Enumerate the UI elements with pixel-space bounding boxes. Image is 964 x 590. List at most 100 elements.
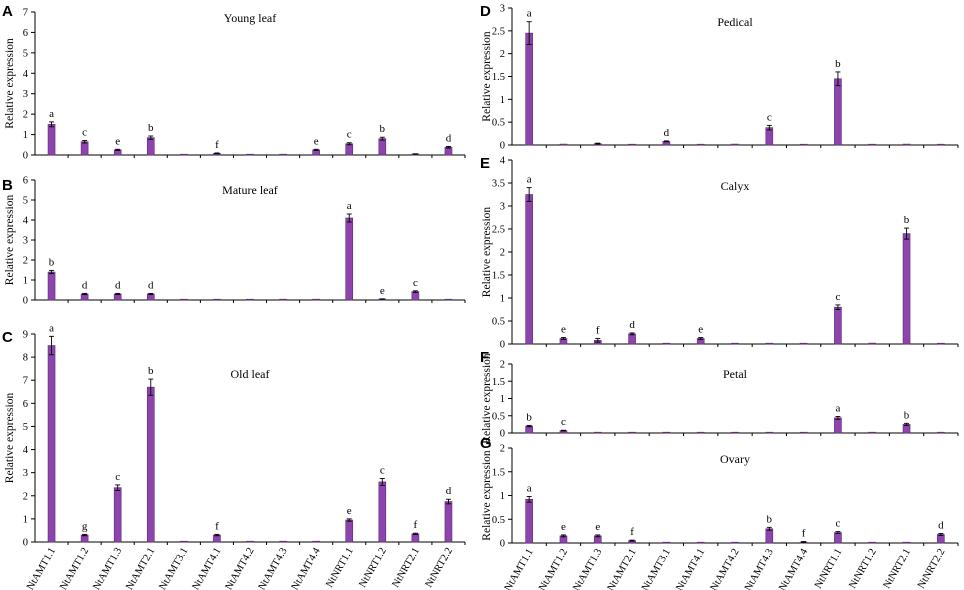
bar-ntamt4-3: [765, 528, 774, 544]
bar-ntamt4-2: [731, 541, 739, 544]
y-tick-label: 3.5: [492, 179, 505, 190]
significance-label: c: [835, 518, 840, 530]
y-tick-label: 2: [500, 360, 505, 371]
bar-ntnrt2-1: [411, 533, 420, 543]
bar-ntamt4-2: [731, 342, 739, 345]
bar-ntamt3-1: [662, 541, 671, 544]
panel-letter-c: C: [2, 329, 13, 346]
error-bar: [412, 532, 418, 536]
bar-ntamt2-1: [146, 137, 155, 156]
significance-label: a: [835, 402, 840, 414]
y-tick-label: 4: [500, 156, 506, 167]
panel-letter-d: D: [480, 3, 491, 20]
significance-label: c: [767, 111, 772, 123]
bar-ntamt3-1: [662, 431, 671, 434]
bar-ntnrt2-2: [444, 298, 453, 301]
significance-label: d: [115, 279, 121, 291]
panel-title: Ovary: [720, 452, 750, 466]
panel-title: Young leaf: [224, 11, 276, 25]
panel-title: Petal: [723, 367, 748, 381]
significance-label: d: [938, 520, 944, 532]
y-tick-label: 5: [23, 48, 28, 59]
error-bar: [82, 533, 88, 537]
significance-label: b: [526, 411, 532, 423]
panel-letter-b: B: [2, 177, 13, 194]
error-bar: [766, 124, 772, 131]
panel-F: F 0 0.5 1 1.5 2 Relative expression Petal b c a b: [480, 349, 959, 444]
significance-label: f: [414, 519, 418, 531]
y-tick-label: 0: [23, 296, 28, 307]
error-bar: [412, 290, 418, 293]
bar-ntnrt1-2: [868, 342, 877, 345]
y-tick-label: 6: [23, 399, 28, 410]
y-axis-label: Relative expression: [481, 31, 493, 122]
error-bar: [904, 422, 910, 426]
bar-ntnrt1-1: [345, 217, 354, 301]
y-tick-label: 0.5: [492, 411, 505, 422]
bar-ntnrt1-2: [378, 481, 387, 543]
bar-ntnrt1-2: [868, 143, 877, 146]
significance-label: b: [835, 58, 841, 70]
y-tick-label: 9: [23, 330, 28, 341]
error-bar: [82, 292, 88, 296]
error-bar: [595, 534, 601, 538]
significance-label: e: [561, 521, 566, 533]
panel-title: Calyx: [721, 179, 750, 193]
bar-ntamt2-1: [628, 431, 636, 434]
significance-label: b: [904, 409, 910, 421]
significance-label: e: [561, 324, 566, 336]
error-bar: [313, 148, 319, 151]
error-bar: [835, 415, 841, 420]
x-tick-label: NtAMT2.1: [124, 546, 157, 590]
bar-ntnrt1-2: [868, 431, 877, 434]
significance-label: a: [347, 200, 352, 212]
bar-ntnrt2-1: [902, 233, 911, 345]
panel-B: B 0 1 2 3 4 5 6 Relative expression Mature leaf b…: [2, 176, 466, 307]
error-bar: [214, 533, 220, 537]
x-tick-label: NtNRT2.1: [882, 547, 914, 590]
x-tick-label: NtAMT3.1: [640, 547, 673, 590]
bar-ntamt4-3: [765, 342, 774, 345]
error-bar: [629, 332, 635, 336]
bar-ntamt4-2: [731, 143, 739, 146]
significance-label: d: [629, 319, 635, 331]
error-bar: [49, 335, 55, 356]
bar-ntnrt1-1: [834, 532, 842, 544]
y-tick-label: 1: [500, 294, 505, 305]
x-tick-label: NtAMT1.2: [537, 547, 570, 590]
y-tick-label: 1: [23, 276, 28, 287]
x-tick-label: NtNRT2.1: [390, 546, 422, 590]
panel-letter-g: G: [480, 435, 492, 452]
y-tick-label: 5: [23, 422, 28, 433]
bar-ntamt4-4: [799, 431, 808, 434]
significance-label: e: [380, 285, 385, 297]
significance-label: c: [347, 129, 352, 141]
error-bar: [698, 337, 704, 340]
bar-ntamt1-2: [559, 143, 568, 146]
error-bar: [379, 136, 385, 141]
significance-label: f: [630, 526, 634, 538]
x-tick-label: NtAMT1.1: [25, 546, 58, 590]
significance-label: g: [82, 520, 88, 532]
y-axis-label: Relative expression: [4, 38, 16, 129]
y-tick-label: 2: [500, 49, 505, 60]
error-bar: [49, 121, 55, 128]
bar-ntamt4-4: [799, 143, 808, 146]
error-bar: [445, 498, 451, 505]
significance-label: d: [148, 279, 154, 291]
bar-ntamt4-4: [799, 342, 808, 345]
bar-ntamt4-2: [246, 298, 254, 301]
bar-ntamt2-1: [146, 386, 155, 543]
significance-label: f: [802, 528, 806, 540]
bar-ntamt4-3: [279, 540, 287, 543]
y-axis-label: Relative expression: [481, 353, 493, 444]
y-tick-label: 6: [23, 176, 28, 187]
y-tick-label: 2: [500, 248, 505, 259]
error-bar: [526, 424, 532, 428]
error-bar: [904, 227, 910, 240]
y-axis-label: Relative expression: [481, 450, 493, 541]
error-bar: [766, 526, 772, 531]
error-bar: [560, 534, 566, 538]
y-tick-label: 1: [23, 130, 28, 141]
y-tick-label: 3: [23, 89, 28, 100]
